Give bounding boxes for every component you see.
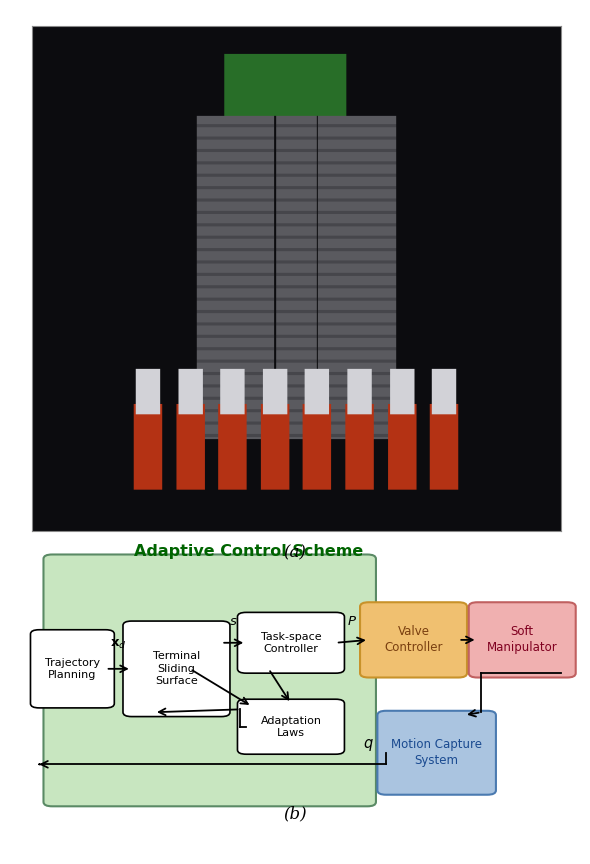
FancyBboxPatch shape: [360, 602, 467, 677]
FancyBboxPatch shape: [31, 630, 114, 708]
Text: Motion Capture
System: Motion Capture System: [391, 738, 482, 767]
Text: Trajectory
Planning: Trajectory Planning: [45, 658, 100, 680]
Text: $s$: $s$: [230, 615, 238, 628]
Text: (b): (b): [283, 805, 307, 823]
Text: Task-space
Controller: Task-space Controller: [261, 632, 322, 654]
FancyBboxPatch shape: [237, 613, 345, 673]
Text: $q$: $q$: [363, 737, 374, 753]
Text: Valve
Controller: Valve Controller: [384, 626, 442, 654]
Text: Terminal
Sliding
Surface: Terminal Sliding Surface: [153, 651, 200, 686]
Text: $\mathbf{x}_d$: $\mathbf{x}_d$: [110, 638, 127, 651]
Text: $P$: $P$: [348, 615, 357, 628]
Text: Soft
Manipulator: Soft Manipulator: [487, 626, 558, 654]
Text: (a): (a): [284, 544, 306, 562]
Text: Adaptive Control Scheme: Adaptive Control Scheme: [134, 544, 363, 559]
Text: Adaptation
Laws: Adaptation Laws: [260, 715, 322, 738]
FancyBboxPatch shape: [468, 602, 576, 677]
FancyBboxPatch shape: [44, 555, 376, 806]
FancyBboxPatch shape: [378, 711, 496, 795]
FancyBboxPatch shape: [237, 699, 345, 754]
FancyBboxPatch shape: [123, 621, 230, 716]
